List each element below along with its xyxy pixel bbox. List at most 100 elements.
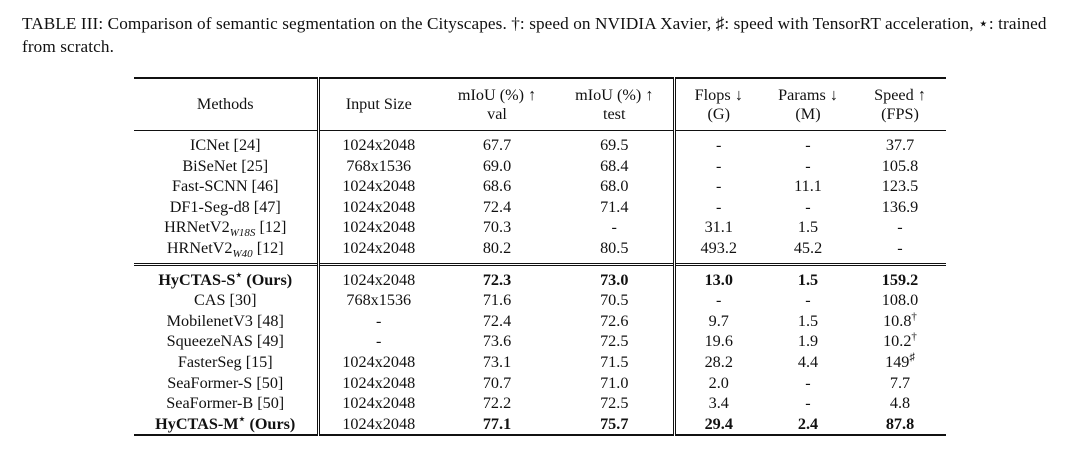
cell-params: 45.2 bbox=[762, 238, 854, 264]
cell-miou-val: 80.2 bbox=[438, 238, 556, 264]
cell-miou-test: 71.4 bbox=[556, 196, 676, 218]
table-row: CAS [30] 768x1536 71.6 70.5 - - 108.0 bbox=[134, 290, 946, 311]
table-row: ICNet [24] 1024x2048 67.7 69.5 - - 37.7 bbox=[134, 130, 946, 156]
cell-input-size: 1024x2048 bbox=[318, 413, 438, 437]
cell-params-value: 11.1 bbox=[794, 177, 822, 196]
cell-miou-test: 69.5 bbox=[556, 130, 676, 156]
cell-miou-val: 72.3 bbox=[438, 262, 556, 291]
header-input-size-label: Input Size bbox=[345, 95, 412, 113]
cell-input-size: 1024x2048 bbox=[318, 373, 438, 394]
cell-input-size-value: 1024x2048 bbox=[342, 177, 416, 196]
cell-method: HyCTAS-M⋆ (Ours) bbox=[134, 413, 320, 437]
cell-input-size-value: 1024x2048 bbox=[342, 197, 416, 216]
cell-method: ICNet [24] bbox=[134, 130, 320, 156]
cell-method: SeaFormer-S [50] bbox=[134, 372, 320, 394]
cell-params-value: - bbox=[805, 373, 811, 392]
table-row: SeaFormer-B [50] 1024x2048 72.2 72.5 3.4 - 4.8 bbox=[134, 393, 946, 414]
cell-miou-val-value: 73.1 bbox=[482, 352, 512, 371]
cell-speed-value: 123.5 bbox=[881, 177, 919, 196]
table-group-nas: HyCTAS-S⋆ (Ours) 1024x2048 72.3 73.0 13.0 1.5… bbox=[134, 262, 946, 437]
cell-flops-value: - bbox=[716, 136, 722, 154]
cell-input-size: - bbox=[318, 331, 438, 352]
cell-miou-test: 75.7 bbox=[556, 413, 676, 437]
cell-params-value: - bbox=[805, 136, 811, 154]
cell-miou-val-value: 80.2 bbox=[482, 238, 512, 257]
cell-miou-val-value: 70.7 bbox=[482, 373, 512, 392]
cell-speed-value: - bbox=[897, 238, 903, 257]
cell-flops: 493.2 bbox=[674, 238, 762, 264]
cell-params: - bbox=[762, 156, 854, 177]
cell-flops: 3.4 bbox=[674, 393, 762, 414]
cell-flops-value: 31.1 bbox=[704, 218, 733, 237]
cell-input-size-value: 768x1536 bbox=[346, 291, 412, 310]
cell-input-size: 1024x2048 bbox=[318, 352, 438, 373]
cell-params: - bbox=[762, 393, 854, 414]
cell-speed-value: 159.2 bbox=[881, 270, 919, 289]
cell-input-size: - bbox=[318, 311, 438, 332]
cell-flops-value: 13.0 bbox=[704, 270, 733, 289]
cell-input-size: 1024x2048 bbox=[318, 131, 438, 156]
cell-speed: 10.8† bbox=[854, 311, 946, 332]
cell-flops-value: 19.6 bbox=[704, 332, 733, 351]
cell-miou-val-value: 73.6 bbox=[482, 332, 512, 351]
cell-speed: 159.2 bbox=[854, 262, 946, 291]
cell-params: - bbox=[762, 373, 854, 394]
cell-speed: 37.7 bbox=[854, 131, 946, 156]
table-row: HRNetV2W40 [12] 1024x2048 80.2 80.5 493.2 45.… bbox=[134, 237, 946, 265]
method-name: HRNetV2 bbox=[166, 238, 233, 257]
cell-miou-test-value: 68.4 bbox=[600, 156, 629, 175]
cell-method: HRNetV2W18S [12] bbox=[134, 217, 320, 239]
cell-miou-test-value: 68.0 bbox=[600, 177, 629, 196]
cell-flops: - bbox=[674, 197, 762, 218]
cell-method: HRNetV2W40 [12] bbox=[134, 237, 320, 265]
cell-miou-val: 69.0 bbox=[438, 156, 556, 177]
cell-flops-value: 28.2 bbox=[704, 352, 733, 371]
cell-params-value: 4.4 bbox=[797, 352, 819, 371]
cell-miou-val: 70.3 bbox=[438, 217, 556, 238]
cell-flops: 13.0 bbox=[674, 262, 762, 291]
cell-method: BiSeNet [25] bbox=[134, 155, 320, 177]
header-methods-label: Methods bbox=[196, 95, 254, 113]
cell-params-value: 45.2 bbox=[793, 238, 823, 257]
cell-miou-test-value: 73.0 bbox=[600, 270, 629, 289]
cell-flops: 29.4 bbox=[674, 413, 762, 437]
method-superscript: ⋆ bbox=[238, 413, 246, 426]
cell-speed: 136.9 bbox=[854, 197, 946, 218]
cell-speed: - bbox=[854, 217, 946, 238]
cell-input-size-value: - bbox=[376, 332, 382, 351]
cell-input-size: 1024x2048 bbox=[318, 238, 438, 264]
method-name: CAS [30] bbox=[193, 291, 257, 310]
header-flops-line2: (G) bbox=[707, 104, 730, 123]
cell-input-size-value: 1024x2048 bbox=[342, 218, 416, 237]
cell-speed: 7.7 bbox=[854, 373, 946, 394]
cell-speed: 105.8 bbox=[854, 156, 946, 177]
cell-params: - bbox=[762, 131, 854, 156]
cell-miou-test: 72.5 bbox=[556, 393, 676, 414]
cell-params-value: - bbox=[805, 197, 811, 216]
table-row: Fast-SCNN [46] 1024x2048 68.6 68.0 - 11.1 123.… bbox=[134, 176, 946, 197]
cell-speed-value: - bbox=[897, 218, 903, 237]
cell-miou-val-value: 67.7 bbox=[482, 136, 512, 154]
cell-miou-val-value: 70.3 bbox=[482, 218, 512, 237]
table-row: HRNetV2W18S [12] 1024x2048 70.3 - 31.1 1.5 - bbox=[134, 217, 946, 239]
header-params-line1: Params ↓ bbox=[778, 85, 838, 104]
cell-input-size-value: - bbox=[376, 311, 382, 330]
cell-input-size-value: 1024x2048 bbox=[342, 238, 416, 257]
cell-input-size: 1024x2048 bbox=[318, 262, 438, 291]
cell-method: MobilenetV3 [48] bbox=[134, 310, 320, 332]
cell-miou-test: 68.4 bbox=[556, 155, 676, 177]
cell-flops-value: - bbox=[716, 291, 722, 310]
cell-params-value: 1.5 bbox=[797, 270, 819, 289]
cell-speed: 123.5 bbox=[854, 176, 946, 197]
cell-input-size-value: 1024x2048 bbox=[342, 352, 416, 371]
cell-miou-val: 73.1 bbox=[438, 352, 556, 373]
header-speed-line2: (FPS) bbox=[881, 104, 919, 123]
table-row: FasterSeg [15] 1024x2048 73.1 71.5 28.2 4.4 14… bbox=[134, 351, 946, 373]
cell-miou-val: 67.7 bbox=[438, 131, 556, 156]
cell-input-size: 768x1536 bbox=[318, 290, 438, 311]
cell-flops: 28.2 bbox=[674, 352, 762, 373]
cell-miou-val-value: 72.4 bbox=[482, 311, 512, 330]
header-miou-test-line2: test bbox=[603, 104, 626, 123]
cell-miou-test: 80.5 bbox=[556, 237, 676, 265]
results-table: Methods Input Size mIoU (%) ↑ val mIoU (… bbox=[134, 77, 946, 437]
